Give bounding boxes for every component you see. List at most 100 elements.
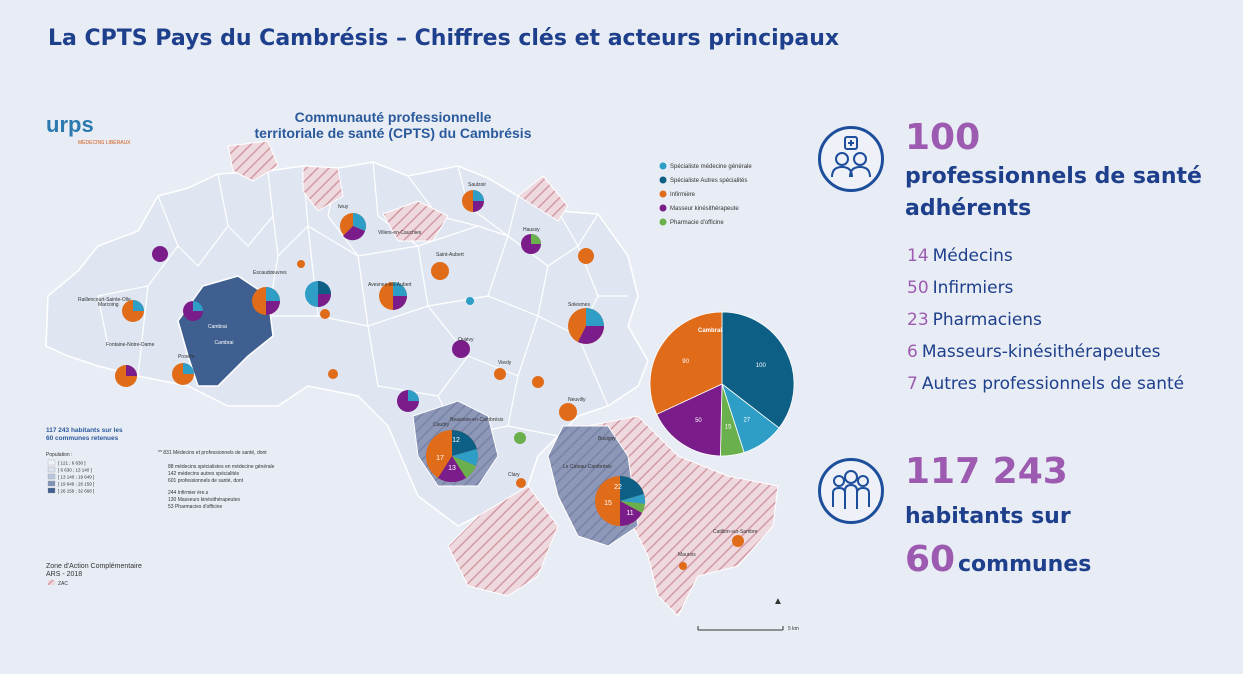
breakdown-count: 7	[907, 374, 918, 394]
breakdown-label: Autres professionnels de santé	[921, 374, 1185, 394]
legend-swatch	[659, 204, 667, 212]
label-fontaine: Fontaine-Notre-Dame	[106, 342, 155, 348]
logo-text: urps	[46, 112, 94, 137]
cateau-value-0: 15	[604, 500, 612, 507]
breakdown-count: 23	[907, 310, 929, 330]
legend-label: Spécialiste médecine générale	[670, 164, 752, 170]
inhabitants-number: 117 243	[905, 451, 1068, 492]
big-pie-value: 100	[756, 363, 767, 369]
stats-line-5: 244 Infirmier ère.s	[168, 490, 209, 496]
label-maurois: Maurois	[678, 552, 696, 558]
habitants-note-2: 60 communes retenues	[46, 435, 119, 442]
commune-boundaries	[97, 161, 628, 437]
stats-line-4: 601 professionnels de santé, dont	[168, 478, 244, 484]
label-beauvois: Beauvois-en-Cambrésis	[450, 417, 504, 423]
label-quievy: Quiévy	[458, 337, 474, 343]
label-escaudoeuvres: Escaudœuvres	[253, 270, 287, 276]
cateau-value-2: 11	[626, 510, 633, 517]
label-solesmes: Solesmes	[568, 302, 590, 308]
breakdown-count: 6	[907, 342, 918, 362]
legend-swatch	[659, 176, 667, 184]
caudry-value-0: 17	[436, 455, 444, 462]
label-haussy: Haussy	[523, 227, 540, 233]
breakdown-item: 14 Médecins	[907, 240, 1184, 272]
commune-pies	[115, 190, 744, 570]
professionals-label-2: adhérents	[905, 196, 1032, 221]
population-class-label: ] 13 140 ; 19 649 ]	[58, 475, 94, 480]
label-busigny: Busigny	[598, 436, 616, 442]
habitants-note-1: 117 243 habitants sur les	[46, 427, 123, 434]
professionals-number: 100	[905, 117, 981, 158]
breakdown-label: Masseurs-kinésithérapeutes	[921, 342, 1161, 362]
zac-zone-north	[302, 165, 344, 212]
big-pie-slice	[649, 311, 723, 415]
breakdown-label: Pharmaciens	[932, 310, 1042, 330]
communes-label: communes	[958, 552, 1092, 577]
label-clary: Clary	[508, 472, 520, 478]
stats-line-6: 130 Masseurs kinésithérapeutes	[168, 497, 240, 503]
stats-line-3: 142 médecins autres spécialités	[168, 471, 240, 477]
population-swatch	[47, 487, 56, 494]
cambrai-region	[177, 275, 274, 387]
zac-zone-south	[447, 485, 559, 597]
population-swatch	[47, 459, 56, 466]
legend-label: Masseur kinésithérapeute	[670, 206, 739, 212]
zone-subtitle: ARS - 2018	[46, 571, 82, 578]
big-pie-label: Cambrai	[698, 328, 722, 334]
population-swatch	[47, 473, 56, 480]
cambrai-region-label: Cambrai	[215, 340, 234, 346]
label-saulzoir: Saulzoir	[468, 182, 486, 188]
label-saint-aubert: Saint-Aubert	[436, 252, 464, 258]
big-pie-slice	[656, 383, 723, 457]
inhabitants-icon	[818, 458, 884, 524]
caudry-value-1: 12	[452, 437, 460, 444]
big-pie-value: 27	[743, 417, 750, 423]
legend-label: Pharmacie d'officine	[670, 220, 724, 226]
population-class-label: ] 6 630 ; 13 140 ]	[58, 468, 92, 473]
zac-zone-nw	[227, 140, 279, 182]
cateau-pie: 15 22 11	[595, 476, 646, 527]
logo-subtext: MÉDECINS LIBÉRAUX	[78, 139, 131, 146]
zone-title: Zone d'Action Complémentaire	[46, 563, 142, 570]
label-caudry: Caudry	[433, 422, 450, 428]
label-raillencourt: Raillencourt-Sainte-Olle	[78, 297, 131, 303]
breakdown-label: Infirmiers	[932, 278, 1014, 298]
label-iwuy: Iwuy	[338, 204, 349, 210]
population-class-label: ] 26 159 ; 32 668 ]	[58, 489, 94, 494]
label-avesnes: Avesnes-les-Aubert	[368, 282, 412, 288]
caudry-pie: 17 12 13	[426, 430, 478, 483]
urps-logo: urps MÉDECINS LIBÉRAUX	[46, 112, 131, 146]
cateau-value-1: 22	[614, 484, 622, 491]
breakdown-count: 14	[907, 246, 929, 266]
health-professionals-icon	[818, 126, 884, 192]
label-cambrai: Cambrai	[208, 324, 227, 330]
label-cateau: Le Cateau-Cambrésis	[563, 464, 612, 470]
zac-label: ZAC	[58, 581, 68, 587]
breakdown-item: 7 Autres professionnels de santé	[907, 368, 1184, 400]
map-svg: urps MÉDECINS LIBÉRAUX Communauté profes…	[45, 109, 799, 632]
breakdown-item: 6 Masseurs-kinésithérapeutes	[907, 336, 1184, 368]
breakdown-count: 50	[907, 278, 929, 298]
map-title-line2: territoriale de santé (CPTS) du Cambrési…	[255, 125, 532, 141]
population-swatch	[47, 480, 56, 487]
zac-swatch	[48, 580, 55, 585]
scale-label: 5 km	[788, 626, 799, 632]
breakdown-item: 23 Pharmaciens	[907, 304, 1184, 336]
label-proville: Proville	[178, 354, 195, 360]
label-marcoing: Marcoing	[98, 302, 119, 308]
legend-swatch	[659, 162, 667, 170]
label-catillon: Catillon-sur-Sambre	[713, 529, 758, 535]
stats-line-2: 88 médecins spécialistes en médecine gén…	[168, 464, 275, 470]
population-title: Population :	[46, 452, 72, 458]
caudry-value-2: 13	[448, 465, 456, 472]
label-viesly: Viesly	[498, 360, 512, 366]
north-arrow: ▲	[773, 596, 783, 607]
map-legend: Spécialiste médecine générale Spécialiste…	[659, 162, 752, 226]
page-title: La CPTS Pays du Cambrésis – Chiffres clé…	[48, 26, 840, 51]
map-title-line1: Communauté professionnelle	[295, 109, 492, 125]
communes-number: 60	[905, 539, 956, 580]
stats-line-7: 53 Pharmacies d'officine	[168, 504, 222, 510]
big-pie-slice	[721, 311, 795, 429]
legend-swatch	[659, 218, 667, 226]
